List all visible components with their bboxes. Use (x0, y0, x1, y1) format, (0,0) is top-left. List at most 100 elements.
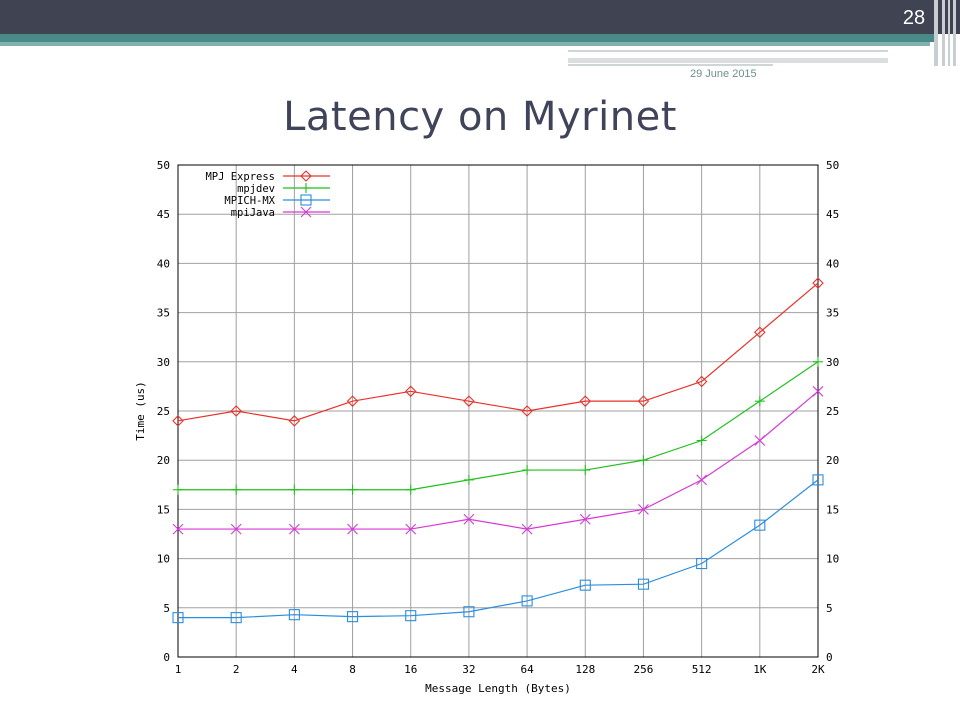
slide-title: Latency on Myrinet (283, 94, 677, 140)
data-point (696, 557, 708, 570)
y-tick-label: 35 (157, 307, 170, 320)
data-point (638, 455, 649, 466)
data-point (230, 612, 242, 624)
y-tick-label-right: 45 (826, 208, 839, 221)
data-point (812, 385, 824, 397)
data-point (173, 484, 183, 495)
plot-frame (177, 164, 819, 658)
x-tick-label: 4 (291, 663, 298, 676)
y-tick-label: 50 (157, 159, 170, 172)
slide-date: 29 June 2015 (690, 68, 757, 80)
data-point (696, 474, 708, 486)
data-point (521, 523, 533, 535)
data-point (812, 474, 824, 486)
x-tick-label: 1K (753, 663, 767, 676)
data-point (579, 513, 591, 525)
data-point (405, 484, 416, 495)
data-point (812, 277, 824, 289)
series-mpj-express (172, 277, 824, 427)
x-tick-label: 8 (349, 663, 356, 676)
series-mpijava (172, 385, 824, 535)
decor-stripe (568, 50, 888, 52)
data-point (404, 385, 417, 398)
legend-label: MPJ Express (205, 171, 275, 183)
y-tick-label: 15 (157, 503, 170, 516)
accent-stripe-light (0, 42, 930, 46)
y-tick-label-right: 40 (826, 257, 839, 270)
data-point (638, 504, 649, 515)
data-point (463, 474, 474, 485)
data-point (522, 465, 533, 476)
data-point (463, 513, 475, 525)
data-point (579, 579, 591, 591)
x-tick-label: 256 (634, 663, 654, 676)
y-tick-label: 0 (163, 651, 170, 664)
data-point (172, 612, 184, 624)
data-point (754, 396, 765, 407)
data-point (754, 435, 766, 446)
y-tick-label-right: 30 (826, 356, 839, 369)
data-point (754, 519, 766, 531)
data-point (231, 484, 242, 495)
y-axis-left: 0 5 10 15 20 25 30 35 40 45 50 (157, 159, 170, 664)
x-tick-label: 32 (462, 663, 475, 676)
legend-label: MPICH-MX (224, 195, 275, 207)
data-point (300, 194, 312, 206)
y-tick-label: 40 (157, 257, 170, 270)
series-line (178, 390, 819, 530)
y-tick-label: 20 (157, 454, 170, 467)
y-tick-label-right: 0 (826, 651, 833, 664)
x-tick-label: 1 (175, 663, 182, 676)
header-bar (0, 0, 960, 34)
latency-chart: 0 5 10 15 20 25 30 35 40 45 50 0 5 10 15 20 25 30 35 40 45 5… (134, 159, 839, 695)
data-point (300, 170, 312, 182)
x-tick-label: 128 (575, 663, 595, 676)
data-point (521, 405, 533, 417)
data-point (754, 326, 766, 339)
data-point (172, 523, 184, 535)
data-point (405, 523, 417, 535)
data-point (580, 465, 591, 476)
data-point (521, 595, 533, 607)
y-tick-label-right: 35 (826, 307, 839, 320)
data-point (288, 523, 300, 535)
data-point (346, 395, 359, 407)
data-point (405, 610, 417, 622)
y-tick-label-right: 20 (826, 454, 839, 467)
data-point (230, 405, 242, 417)
data-point (637, 395, 650, 407)
y-tick-label-right: 15 (826, 503, 839, 516)
y-tick-label: 30 (157, 356, 170, 369)
decor-stripe (568, 58, 888, 63)
data-point (289, 484, 300, 495)
x-tick-label: 2K (811, 663, 825, 676)
y-axis-label: Time (us) (134, 381, 147, 441)
series-mpich-mx (172, 474, 824, 624)
data-point (347, 484, 358, 495)
y-tick-label: 25 (157, 405, 170, 418)
data-point (696, 435, 707, 446)
y-axis-right: 0 5 10 15 20 25 30 35 40 45 50 (826, 159, 839, 664)
decor-vertical-lines (930, 0, 960, 66)
data-point (346, 611, 359, 623)
slide-number: 28 (902, 7, 926, 29)
series-line (177, 282, 819, 422)
data-point (463, 606, 475, 618)
legend-label: mpjdev (237, 183, 275, 195)
y-tick-label-right: 5 (826, 602, 833, 615)
y-tick-label-right: 10 (826, 553, 839, 566)
data-point (230, 523, 242, 535)
x-tick-label: 64 (520, 663, 534, 676)
data-point (288, 415, 301, 427)
series-mpjdev (173, 356, 823, 495)
data-point (463, 395, 475, 407)
data-point (347, 523, 358, 535)
y-tick-label-right: 50 (826, 159, 839, 172)
data-point (300, 206, 312, 218)
x-axis-label: Message Length (Bytes) (425, 682, 571, 695)
data-point (579, 395, 592, 407)
y-tick-label-right: 25 (826, 405, 839, 418)
y-tick-label: 5 (163, 602, 170, 615)
data-point (301, 183, 311, 193)
